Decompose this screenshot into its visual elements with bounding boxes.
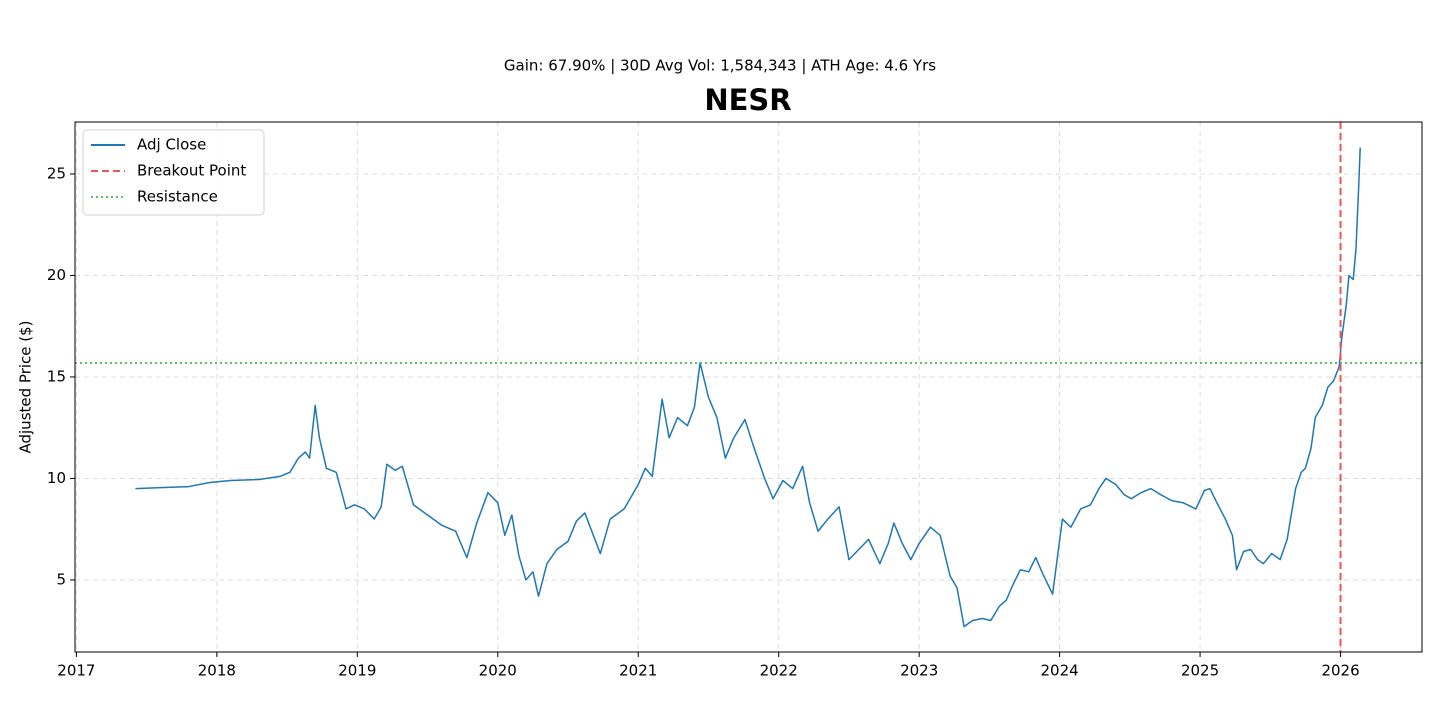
x-tick-label: 2022 [760,662,798,680]
x-tick-label: 2024 [1041,662,1079,680]
x-tick-label: 2017 [57,662,95,680]
y-tick-label: 10 [47,469,66,487]
x-tick-label: 2018 [198,662,236,680]
x-tick-label: 2025 [1181,662,1219,680]
price-line [135,147,1361,628]
y-tick-label: 25 [47,164,66,182]
x-tick-label: 2026 [1321,662,1359,680]
chart-subtitle: Gain: 67.90% | 30D Avg Vol: 1,584,343 | … [504,57,936,75]
y-tick-label: 5 [56,570,66,588]
legend-label: Resistance [137,188,218,206]
x-tick-label: 2023 [900,662,938,680]
legend-label: Breakout Point [137,162,246,180]
x-tick-label: 2020 [479,662,517,680]
legend-label: Adj Close [137,136,206,154]
y-axis-label: Adjusted Price ($) [17,320,35,453]
x-tick-label: 2021 [619,662,657,680]
x-tick-label: 2019 [338,662,376,680]
y-tick-label: 15 [47,367,66,385]
y-tick-label: 20 [47,266,66,284]
chart-title: NESR [704,83,791,117]
legend-box [82,129,265,216]
plot-frame [74,121,1423,653]
